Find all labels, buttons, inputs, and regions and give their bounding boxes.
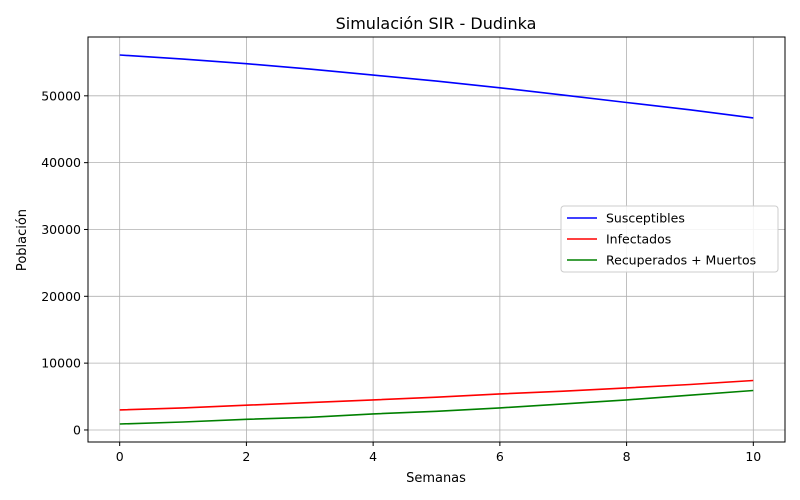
legend-entry-2: Recuperados + Muertos [606, 253, 756, 268]
y-tick-label: 30000 [41, 222, 81, 237]
plot-frame [87, 36, 786, 443]
x-tick-label: 10 [745, 449, 761, 464]
y-tick-label: 50000 [41, 88, 81, 103]
x-tick-label: 8 [623, 449, 631, 464]
series-lines [119, 54, 754, 425]
x-tick-label: 6 [496, 449, 504, 464]
x-axis: 0 2 4 6 8 10 [116, 442, 761, 464]
y-axis: 0 10000 20000 30000 40000 50000 [41, 88, 88, 437]
y-tick-label: 20000 [41, 289, 81, 304]
x-tick-label: 2 [242, 449, 250, 464]
series-line-1 [119, 379, 754, 411]
y-axis-label: Población [15, 209, 30, 271]
legend: Susceptibles Infectados Recuperados + Muer… [560, 205, 779, 273]
x-tick-label: 4 [369, 449, 377, 464]
y-tick-label: 0 [73, 422, 81, 437]
x-axis-label: Semanas [406, 471, 466, 486]
legend-entry-0: Susceptibles [606, 211, 685, 226]
x-tick-label: 0 [116, 449, 124, 464]
chart-title: Simulación SIR - Dudinka [336, 14, 537, 33]
series-line-2 [119, 389, 754, 425]
y-tick-label: 10000 [41, 356, 81, 371]
series-line-0 [119, 54, 754, 119]
y-tick-label: 40000 [41, 155, 81, 170]
legend-frame [560, 205, 779, 273]
legend-entry-1: Infectados [606, 232, 671, 247]
